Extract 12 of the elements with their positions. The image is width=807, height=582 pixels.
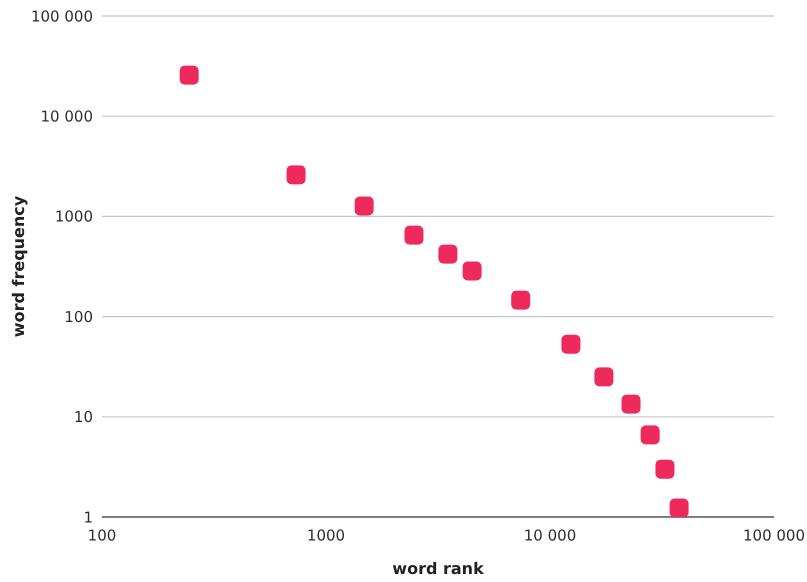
x-axis-title: word rank bbox=[392, 559, 484, 578]
x-tick-label: 100 000 bbox=[742, 526, 806, 545]
y-tick-label: 1 bbox=[83, 508, 93, 526]
y-tick-label: 10 bbox=[74, 408, 93, 426]
x-tick-label: 1000 bbox=[306, 526, 346, 545]
y-tick-label: 100 bbox=[64, 308, 93, 326]
y-tick-label: 100 000 bbox=[30, 7, 93, 26]
x-tick-label: 10 000 bbox=[524, 526, 576, 545]
x-tick-label: 100 bbox=[88, 526, 116, 545]
y-axis-title: word frequency bbox=[8, 195, 28, 338]
y-tick-label: 1000 bbox=[54, 208, 93, 226]
y-tick-label: 10 000 bbox=[40, 108, 93, 126]
